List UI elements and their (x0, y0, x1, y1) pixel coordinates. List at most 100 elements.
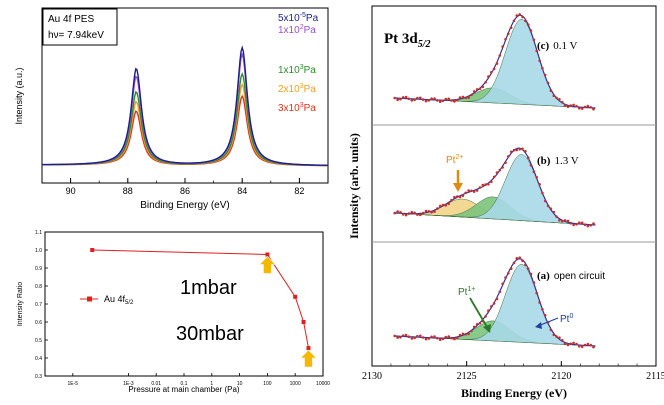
pt3d-data-point (507, 272, 510, 275)
pt3d-data-point (404, 95, 408, 99)
pt0-label: Pt0 (560, 313, 573, 325)
pt3d-data-point (524, 150, 527, 153)
ratio-ytick-label-6: 0.9 (35, 266, 42, 272)
au4f-ylabel: Intensity (a.u.) (14, 67, 24, 124)
pt3d-data-point (455, 98, 459, 102)
pt3d-data-point (495, 171, 499, 174)
pt3d-data-point (464, 191, 468, 195)
pt3d-data-point (433, 335, 436, 338)
pt3d-data-point (583, 105, 587, 109)
pt3d-data-point (541, 308, 544, 311)
pt3d-data-point (413, 211, 416, 215)
pt3d-data-point (419, 213, 422, 217)
pt3d-data-point (458, 96, 462, 99)
pt3d-data-point (521, 259, 524, 263)
pt3d-data-point (532, 38, 536, 41)
pt3d-data-point (458, 195, 462, 199)
pt3d-data-point (515, 148, 519, 152)
pt3d-data-point (541, 191, 544, 195)
au4f-legend-1: 1x102Pa (278, 24, 316, 36)
pt3d-data-point (498, 290, 502, 294)
pt3d-data-point (561, 219, 564, 223)
pt3d-data-point (478, 87, 482, 91)
pt3d-data-point (393, 334, 397, 338)
pt3d-data-point (504, 276, 507, 279)
pt3d-data-point (487, 183, 490, 186)
pt3d-data-point (470, 189, 473, 193)
pt3d-data-point (450, 99, 453, 102)
pt3d-data-point (399, 97, 402, 101)
pt3d-data-point (535, 49, 538, 53)
pt3d-data-point (592, 222, 595, 225)
ratio-plot-frame (44, 231, 324, 377)
pt3d-data-point (433, 210, 436, 213)
pt3d-data-point (524, 263, 527, 267)
pt3d-data-point (515, 257, 519, 260)
pt3d-data-point (430, 97, 433, 100)
pt3d-data-point (572, 223, 575, 227)
pt3d-data-point (470, 93, 473, 97)
pt3d-data-point (490, 71, 493, 74)
au4f-xtick-label-1: 88 (123, 186, 133, 196)
pt3d-data-point (572, 103, 575, 107)
pt3d-data-point (427, 99, 431, 102)
pt3d-data-point (578, 344, 581, 348)
pt3d-data-point (441, 203, 445, 207)
pt3d-data-point (441, 337, 445, 341)
pt3d-data-point (509, 267, 513, 271)
pt3d-data-point (518, 148, 521, 151)
pt3d-xtick-label-0: 2130 (362, 371, 382, 382)
pt3d-data-point (461, 194, 465, 198)
pt3d-data-point (504, 38, 507, 41)
pt3d-data-point (416, 213, 419, 216)
pt3d-data-point (558, 219, 561, 222)
ratio-legend-marker (87, 296, 92, 302)
pt3d-chart: 2130 2125 2120 2115 Pt 3d5/2 Binding Energy… (347, 5, 664, 400)
pt3d-data-point (529, 164, 533, 167)
pt3d-data-point (436, 336, 439, 340)
pt3d-data-point (518, 13, 521, 16)
pt3d-data-point (424, 209, 428, 213)
pt3d-data-point (458, 333, 462, 337)
pt3d-component-2-0 (394, 264, 596, 347)
pt3d-data-point (492, 67, 496, 71)
pt3d-data-point (529, 272, 533, 276)
pt3d-data-point (393, 211, 397, 215)
pt3d-data-point (575, 223, 578, 226)
pt3d-data-point (555, 335, 558, 338)
pt3d-data-point (552, 333, 556, 337)
pt3d-data-point (453, 337, 456, 341)
ratio-ytick-label-1: 0.4 (35, 356, 42, 362)
pt3d-data-point (444, 204, 448, 207)
pt3d-data-point (427, 210, 431, 213)
pt3d-ylabel: Intensity (arb. units) (347, 133, 361, 239)
au4f-annotation-box (42, 8, 118, 46)
au4f-pes-chart: 90 88 86 84 82 Binding Energy (eV) Intensity… (14, 7, 329, 211)
annotation-1mbar: 1mbar (180, 277, 237, 299)
intensity-ratio-chart: 1E-5 1E-3 0.01 0.1 1 10 100 1000 10000 0.3 0.4 0.5 0… (17, 230, 330, 394)
pt3d-data-point (478, 186, 482, 189)
pt3d-data-point (396, 98, 399, 101)
pt3d-xtick-label-2: 2120 (551, 371, 571, 382)
pt3d-xlabel: Binding Energy (eV) (461, 386, 567, 400)
pt3d-data-point (566, 105, 570, 108)
pt3d-data-point (580, 345, 584, 349)
pt3d-data-point (589, 343, 592, 347)
pt3d-data-point (521, 147, 524, 151)
pt3d-data-point (575, 342, 578, 346)
pt3d-data-point (535, 291, 538, 295)
pt3d-data-point (583, 343, 587, 347)
pt3d-data-point (549, 89, 553, 92)
au4f-xlabel: Binding Energy (eV) (140, 200, 230, 211)
pt3d-data-point (492, 302, 496, 305)
pt3d-data-point (407, 97, 411, 101)
panel-b-label: (b) 1.3 V (537, 155, 579, 167)
pt3d-data-point (563, 104, 567, 107)
pt3d-data-point (515, 14, 519, 17)
pt3d-data-point (495, 62, 499, 65)
pt3d-data-point (413, 98, 416, 102)
pt3d-data-point (586, 342, 590, 346)
pt3d-title: Pt 3d5/2 (384, 31, 431, 50)
pt3d-xtick-label-1: 2125 (457, 371, 477, 382)
pt3d-data-point (461, 95, 465, 99)
